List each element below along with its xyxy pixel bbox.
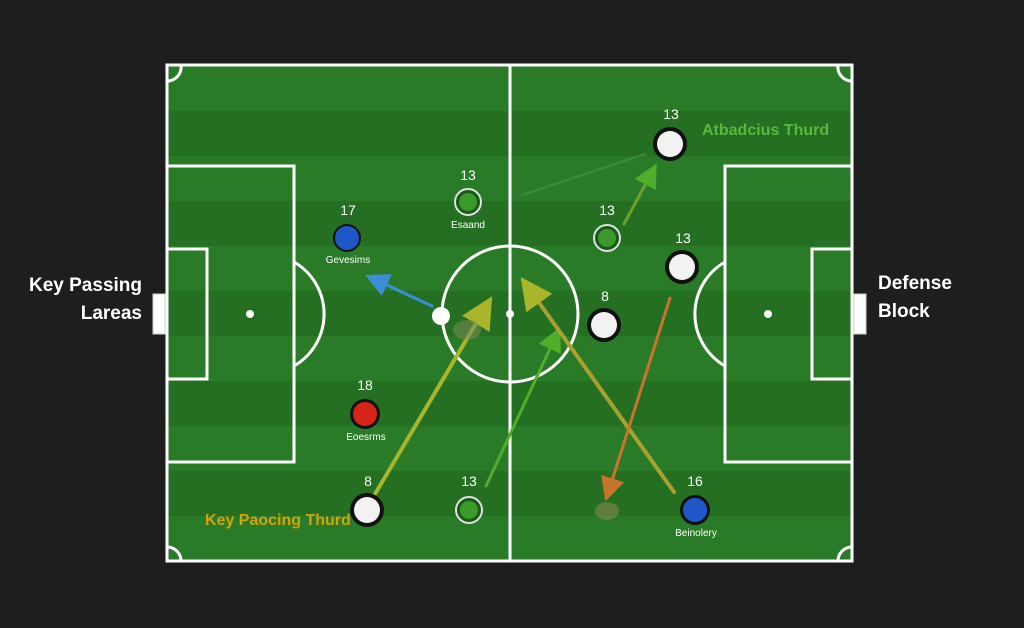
player-number: 13 [460,167,476,183]
left-goal [152,293,166,335]
player-number: 13 [461,473,477,489]
player-number: 18 [357,377,373,393]
pass-arrow-orange [601,296,672,502]
pass-arrow-blue [365,274,434,308]
player-caption: Gevesims [326,255,370,266]
player-8-white-right[interactable]: 8 [587,288,621,342]
zone-label-bottom-left: Key Paocing Thurd [205,512,351,529]
left-penalty-arc [293,260,326,368]
right-goal [853,293,867,335]
player-marker [335,226,359,250]
player-number: 13 [599,202,615,218]
ball-shadows [453,320,619,520]
center-spot [506,310,514,318]
left-label-line-2: Lareas [80,303,142,324]
pass-arrow-green-left [484,327,561,488]
player-number: 13 [675,230,691,246]
player-13-green-right[interactable]: 13 [593,202,621,252]
player-18-red[interactable]: 18 Eoesrms [346,377,385,443]
player-marker [353,402,377,426]
left-penalty-spot [246,310,254,318]
left-label-line-1: Key Passing [29,275,142,296]
player-caption: Eoesrms [346,432,385,443]
player-number: 17 [340,202,356,218]
player-8-white[interactable]: 8 [350,473,384,527]
corner-arc-tr [836,64,853,83]
right-label-line-2: Block [878,301,930,322]
player-caption: Beinolery [675,528,717,539]
ball[interactable] [432,307,450,325]
right-goal-box [810,247,854,381]
player-16-blue[interactable]: 16 Beinolery [675,473,717,539]
pass-arrow-green-small [622,163,657,226]
right-side-label: Defense Block [878,270,952,326]
player-marker [354,497,380,523]
zone-label-top-right: Atbadcius Thurd [702,122,829,139]
player-number: 8 [364,473,372,489]
corner-arc-tl [166,64,183,83]
pass-arrow-yellow-right [520,276,676,494]
pass-arrows [365,153,676,502]
left-goal-box [165,247,209,381]
player-13-white-right[interactable]: 13 [665,230,699,284]
players: 17 Gevesims 13 Esaand 18 Eoesrms 8 13 [326,106,717,539]
right-label-line-1: Defense [878,273,952,294]
player-marker [591,312,617,338]
pass-arrow-yellow [373,296,493,496]
player-13-white-top[interactable]: 13 [653,106,687,161]
player-17-blue[interactable]: 17 Gevesims [326,202,370,266]
player-number: 13 [663,106,679,122]
player-number: 16 [687,473,703,489]
right-penalty-arc [693,260,726,368]
player-caption: Esaand [451,220,485,231]
player-marker [657,131,683,157]
left-side-label: Key Passing Lareas [22,272,142,328]
player-13-green-bottom[interactable]: 13 [455,473,483,524]
player-marker [669,254,695,280]
player-number: 8 [601,288,609,304]
pass-arrow-green-top [521,153,646,196]
corner-arc-bl [166,545,183,562]
right-penalty-spot [764,310,772,318]
player-13-green[interactable]: 13 Esaand [451,167,485,231]
player-marker [683,498,707,522]
pitch-spots [246,310,772,318]
goals [152,293,867,335]
corner-arc-br [836,545,853,562]
